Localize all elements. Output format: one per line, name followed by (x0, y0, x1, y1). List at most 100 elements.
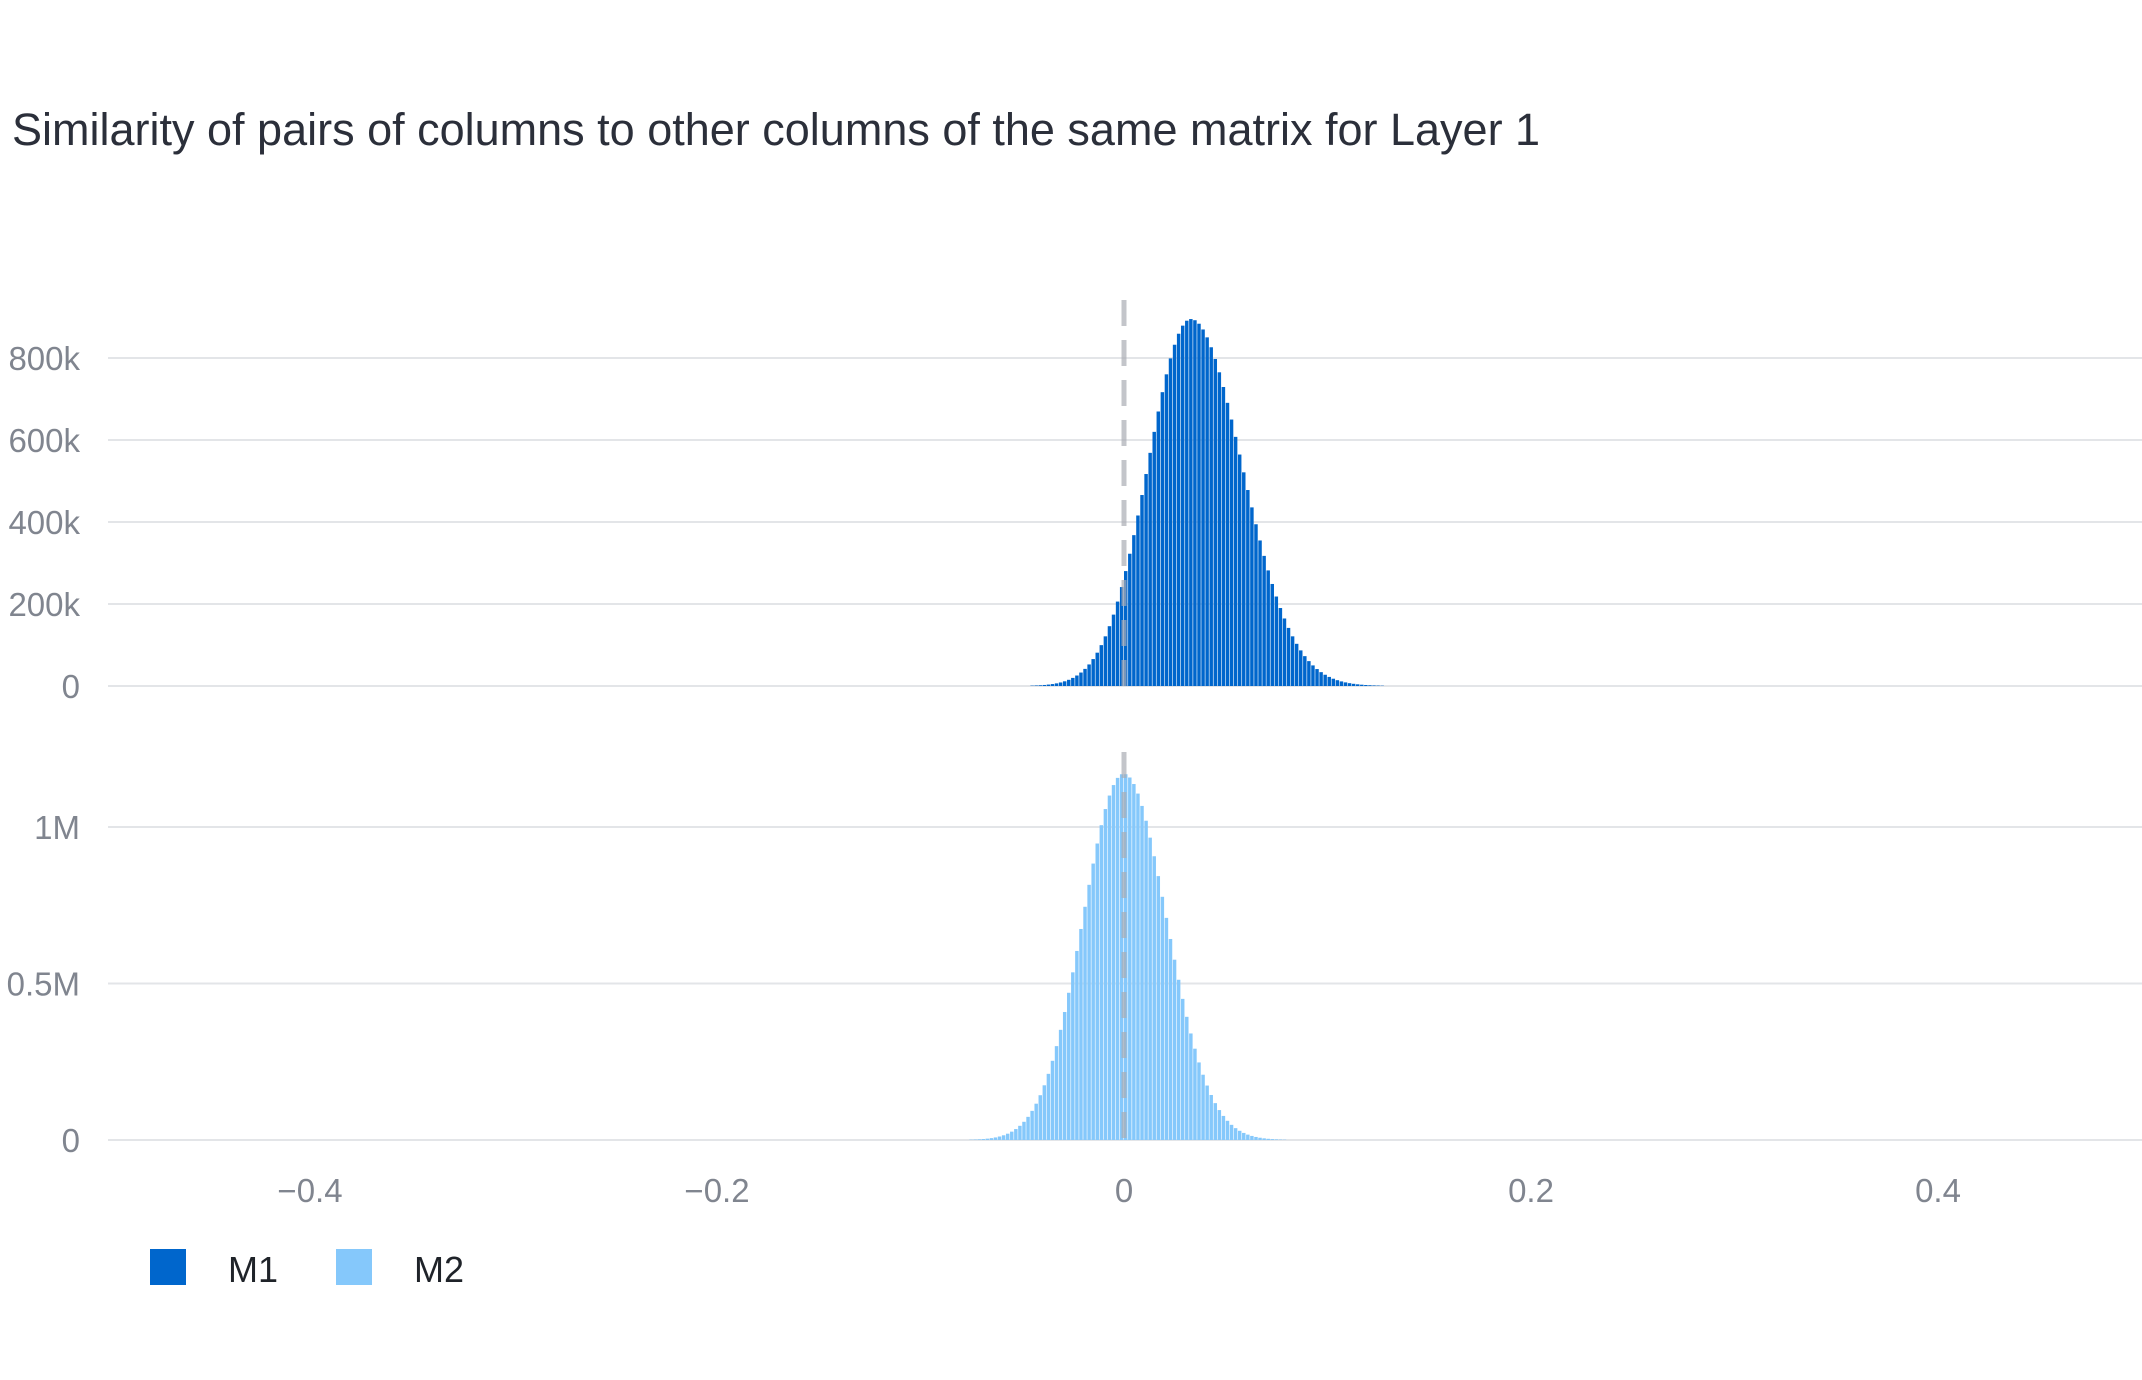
histogram-bar (1270, 583, 1274, 686)
histogram-bar (1270, 1139, 1274, 1140)
histogram-bar (1132, 535, 1136, 686)
histogram-bar (1176, 333, 1181, 686)
histogram-bar (1176, 979, 1181, 1140)
histogram-bar (981, 1139, 986, 1140)
histogram-bar (1034, 1103, 1038, 1140)
histogram-bar (1299, 650, 1303, 686)
histogram-bar (1026, 1116, 1030, 1140)
histogram-bar (1294, 643, 1299, 686)
histogram-bar (1205, 1085, 1209, 1140)
histogram-bar (1160, 896, 1165, 1140)
histogram-bar (1075, 950, 1079, 1140)
histogram-bar (1282, 618, 1287, 686)
histogram-bar (1197, 1062, 1201, 1140)
histogram-bar (1360, 684, 1364, 686)
histogram-bar (1197, 323, 1201, 686)
histogram-bar (1103, 809, 1108, 1140)
histogram-bar (1038, 1095, 1042, 1140)
histogram-bar (977, 1139, 981, 1140)
histogram-bar (1054, 1046, 1059, 1140)
histogram-bar (1014, 1129, 1018, 1140)
histogram-bar (1185, 1016, 1189, 1140)
histogram-bar (1050, 684, 1055, 686)
histogram-bar (1205, 337, 1209, 686)
histogram-bar (1213, 358, 1218, 686)
histogram-bar (1079, 928, 1083, 1140)
histogram-bar (1311, 665, 1315, 686)
histogram-bar (1290, 636, 1295, 686)
histogram-bar (1140, 805, 1144, 1140)
histogram-bar (1115, 601, 1120, 686)
histogram-bar (1180, 325, 1185, 686)
histogram-bar (1254, 524, 1258, 686)
histogram-bar (1335, 680, 1340, 686)
histogram-bar (1189, 319, 1193, 686)
y-tick-label: 0 (62, 1122, 80, 1159)
histogram-bar (1368, 685, 1372, 686)
histogram-bar (1242, 472, 1246, 686)
histogram-bar (1185, 320, 1189, 686)
histogram-bar (1058, 682, 1063, 686)
histogram-bar (1075, 675, 1079, 686)
histogram-bar (1046, 1073, 1051, 1140)
histogram-bar (1164, 374, 1169, 686)
histogram-bar (1087, 664, 1091, 686)
panel-m2: 0 0.5M 1M (7, 752, 2142, 1159)
histogram-bar (1152, 431, 1156, 686)
histogram-bar (989, 1138, 994, 1140)
histogram-bar (1144, 474, 1148, 686)
histogram-bar (1046, 684, 1051, 686)
histogram-bar (1067, 679, 1071, 686)
y-tick-label: 400k (8, 504, 80, 541)
histogram-bar (1258, 540, 1262, 686)
histogram-bar (1079, 672, 1083, 686)
histogram-bar (1217, 372, 1222, 686)
histogram-bar (1258, 1137, 1262, 1140)
histogram-bar (1099, 825, 1104, 1140)
histogram-bar (1250, 507, 1254, 686)
histogram-bar (1242, 1132, 1246, 1140)
histogram-bar (1221, 387, 1226, 686)
histogram-bar (1054, 683, 1059, 686)
histogram-bar (1058, 1029, 1063, 1140)
histogram-bar (1266, 1138, 1270, 1140)
histogram-bar (1022, 1121, 1026, 1140)
histogram-bar (1042, 684, 1047, 686)
y-tick-label: 1M (34, 809, 80, 846)
histogram-bar (1315, 669, 1319, 686)
histogram-bar (1156, 411, 1161, 686)
histogram-bar (1095, 843, 1099, 1140)
histogram-bar (1201, 1074, 1205, 1140)
histogram-bar (1091, 659, 1095, 686)
histogram-bar (1095, 652, 1099, 686)
histogram-bar (1111, 785, 1116, 1140)
histogram-bar (1062, 681, 1067, 686)
histogram-bar (1250, 1135, 1254, 1140)
histogram-bar (1172, 344, 1177, 686)
y-tick-label: 0.5M (7, 966, 80, 1003)
histogram-bar (1071, 677, 1075, 686)
histogram-bar (1189, 1033, 1193, 1140)
histogram-bar (1307, 661, 1311, 686)
histogram-bar (1355, 684, 1360, 686)
histogram-bar (1225, 402, 1230, 686)
histogram-bar (1233, 436, 1238, 686)
histogram-bar (1319, 672, 1323, 686)
histogram-bar (1221, 1115, 1226, 1140)
histogram-bar (1103, 636, 1108, 686)
histogram-bar (1229, 419, 1234, 686)
histogram-bar (1010, 1131, 1014, 1140)
histogram-bar (1327, 676, 1331, 686)
histogram-bar (1164, 917, 1169, 1140)
x-tick-label: 0 (1115, 1172, 1133, 1209)
histogram-bar (1229, 1124, 1234, 1140)
histogram-bar (1331, 678, 1336, 686)
histogram-bar (1237, 1130, 1242, 1140)
histogram-bar (1030, 1110, 1034, 1140)
histogram-bar (997, 1136, 1002, 1140)
histogram-bar (1128, 777, 1132, 1140)
histogram-bar (1274, 1139, 1279, 1140)
bars-m1 (1030, 319, 1384, 686)
histogram-bar (1018, 1125, 1022, 1140)
